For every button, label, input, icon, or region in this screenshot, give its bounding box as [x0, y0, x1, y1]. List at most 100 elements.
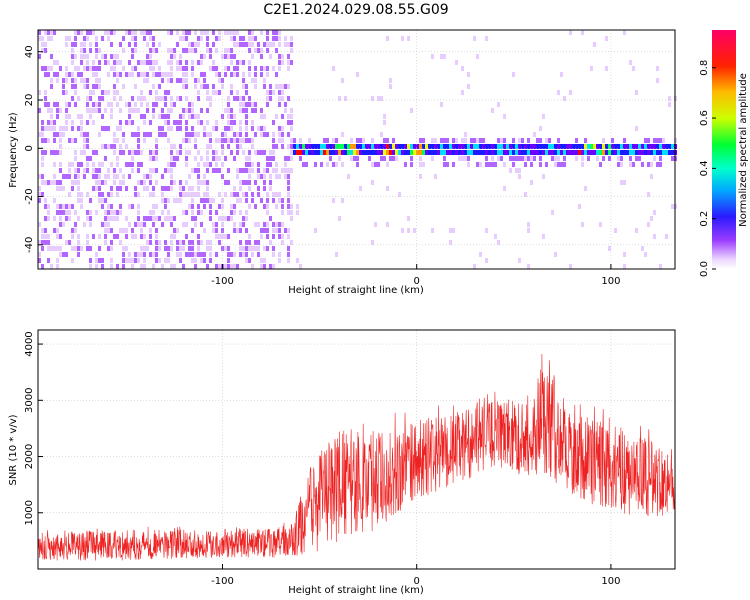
spectrogram-cell	[287, 42, 290, 47]
spectrogram-cell	[578, 204, 581, 209]
spectrogram-cell	[440, 138, 443, 143]
spectrogram-cell	[152, 264, 155, 269]
spectrogram-cell	[251, 102, 254, 107]
spectrogram-cell	[635, 228, 638, 233]
spectrogram-cell	[554, 162, 557, 167]
spectrogram-cell	[137, 216, 140, 221]
spectrogram-cell	[266, 30, 269, 35]
spectrogram-cell	[254, 204, 257, 209]
spectrogram-cell	[245, 210, 248, 215]
spectrogram-cell	[47, 108, 50, 113]
spectrogram-cell	[104, 234, 107, 239]
spectrogram-cell	[71, 204, 74, 209]
spectrogram-cell	[383, 150, 386, 155]
spectrogram-cell	[200, 252, 203, 257]
spectrogram-cell	[95, 84, 98, 89]
spectrogram-cell	[206, 36, 209, 41]
spectrogram-cell	[218, 192, 221, 197]
spectrogram-cell	[137, 60, 140, 65]
spectrogram-cell	[239, 132, 242, 137]
spectrogram-cell	[44, 66, 47, 71]
spectrogram-cell	[596, 156, 599, 161]
spectrogram-cell	[563, 96, 566, 101]
spectrogram-cell	[185, 180, 188, 185]
spectrogram-cell	[638, 150, 641, 155]
spectrogram-cell	[284, 42, 287, 47]
spectrogram-cell	[206, 108, 209, 113]
spectrogram-cell	[236, 228, 239, 233]
spectrogram-cell	[419, 162, 422, 167]
spectrogram-cell	[329, 144, 332, 149]
spectrogram-cell	[623, 264, 626, 269]
spectrogram-cell	[497, 156, 500, 161]
spectrogram-cell	[83, 150, 86, 155]
spectrogram-cell	[593, 42, 596, 47]
spectrogram-cell	[83, 84, 86, 89]
spectrogram-cell	[206, 240, 209, 245]
spectrogram-cell	[164, 198, 167, 203]
spectrogram-cell	[248, 60, 251, 65]
spectrogram-cell	[230, 216, 233, 221]
spectrogram-cell	[245, 192, 248, 197]
spectrogram-cell	[485, 162, 488, 167]
spectrogram-cell	[434, 150, 437, 155]
spectrogram-cell	[428, 150, 431, 155]
spectrogram-cell	[92, 66, 95, 71]
spectrogram-cell	[173, 156, 176, 161]
spectrogram-cell	[446, 144, 449, 149]
spectrogram-cell	[398, 192, 401, 197]
spectrogram-cell	[137, 144, 140, 149]
spectrogram-cell	[566, 144, 569, 149]
spectrogram-cell	[137, 204, 140, 209]
spectrogram-cell	[197, 174, 200, 179]
spectrogram-cell	[314, 144, 317, 149]
spectrogram-cell	[515, 150, 518, 155]
spectrogram-cell	[101, 36, 104, 41]
spectrogram-cell	[80, 42, 83, 47]
spectrogram-cell	[419, 144, 422, 149]
spectrogram-cell	[74, 138, 77, 143]
spectrogram-cell	[155, 216, 158, 221]
spectrogram-cell	[155, 48, 158, 53]
spectrogram-cell	[191, 198, 194, 203]
spectrogram-cell	[161, 78, 164, 83]
spectrogram-cell	[203, 78, 206, 83]
spectrogram-cell	[503, 144, 506, 149]
spectrogram-cell	[191, 72, 194, 77]
spectrogram-cell	[179, 36, 182, 41]
spectrogram-cell	[383, 156, 386, 161]
spectrogram-cell	[194, 156, 197, 161]
spectrogram-cell	[215, 90, 218, 95]
spectrogram-cell	[572, 150, 575, 155]
spectrogram-cell	[569, 90, 572, 95]
spectrogram-cell	[95, 78, 98, 83]
spectrogram-cell	[278, 126, 281, 131]
spectrogram-cell	[59, 168, 62, 173]
spectrogram-cell	[86, 120, 89, 125]
spectrogram-cell	[113, 168, 116, 173]
spectrogram-cell	[296, 210, 299, 215]
spectrogram-cell	[257, 252, 260, 257]
spectrogram-cell	[587, 156, 590, 161]
spectrogram-cell	[203, 228, 206, 233]
spectrogram-cell	[176, 30, 179, 35]
spectrogram-cell	[152, 222, 155, 227]
spectrogram-cell	[173, 228, 176, 233]
spectrogram-cell	[197, 162, 200, 167]
spectrogram-cell	[197, 192, 200, 197]
spectrogram-cell	[191, 186, 194, 191]
spectrogram-cell	[194, 144, 197, 149]
spectrogram-cell	[200, 84, 203, 89]
spectrogram-cell	[527, 264, 530, 269]
spectrogram-cell	[89, 90, 92, 95]
spectrogram-cell	[206, 186, 209, 191]
spectrogram-cell	[104, 54, 107, 59]
spectrogram-cell	[86, 210, 89, 215]
spectrogram-cell	[194, 264, 197, 269]
spectrogram-cell	[194, 222, 197, 227]
spectrogram-cell	[179, 114, 182, 119]
spectrogram-cell	[191, 108, 194, 113]
spectrogram-cell	[65, 120, 68, 125]
spectrogram-cell	[143, 222, 146, 227]
